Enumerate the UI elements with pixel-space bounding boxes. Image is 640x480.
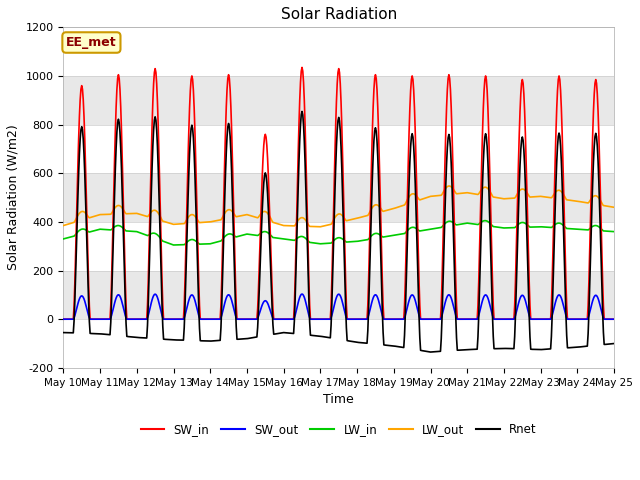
Bar [63,27,614,76]
Bar [63,125,614,173]
Bar [63,319,614,368]
Text: EE_met: EE_met [66,36,116,49]
Title: Solar Radiation: Solar Radiation [280,7,397,22]
Bar [63,76,614,125]
Legend: SW_in, SW_out, LW_in, LW_out, Rnet: SW_in, SW_out, LW_in, LW_out, Rnet [136,418,541,441]
Y-axis label: Solar Radiation (W/m2): Solar Radiation (W/m2) [7,125,20,270]
Bar [63,271,614,319]
X-axis label: Time: Time [323,393,354,406]
Bar [63,222,614,271]
Bar [63,173,614,222]
